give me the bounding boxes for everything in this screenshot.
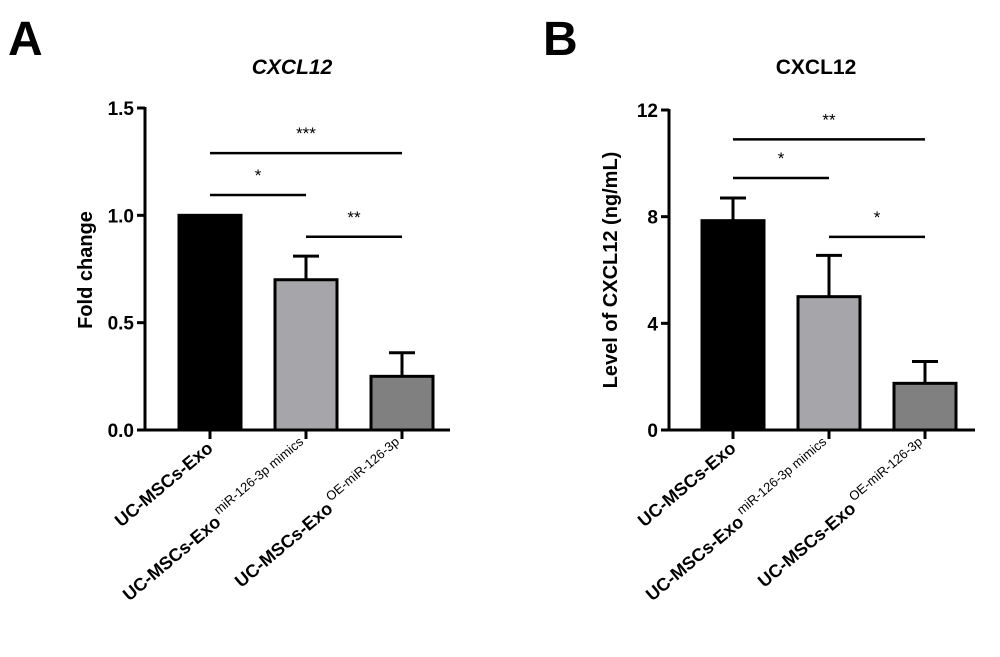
y-tick-label: 0 [647, 421, 658, 442]
bar [177, 213, 243, 432]
y-tick-label: 1.0 [108, 206, 134, 227]
x-tick-label: UC-MSCs-ExoOE-miR-126-3p [751, 434, 932, 591]
x-tick-label: UC-MSCs-Exo [111, 438, 217, 531]
significance-label: * [255, 166, 262, 185]
x-tick-label-main: UC-MSCs-Exo [754, 498, 860, 591]
x-tick-label: UC-MSCs-ExomiR-126-3p mimics [639, 434, 836, 605]
x-tick-label: UC-MSCs-ExoOE-miR-126-3p [228, 434, 409, 591]
bar [700, 219, 766, 432]
panel-a: A CXCL12 Fold change 0.0 0.5 1.0 1.5 UC-MSCs… [8, 13, 450, 605]
x-tick-label: UC-MSCs-Exo [634, 438, 740, 531]
chart-title-a: CXCL12 [252, 56, 333, 79]
significance-label: * [778, 149, 785, 168]
y-tick-label: 1.5 [108, 99, 135, 120]
y-axis-label-a: Fold change [75, 211, 97, 329]
x-tick-label-main: UC-MSCs-Exo [111, 438, 217, 531]
y-axis-label-b: Level of CXCL12 (ng/mL) [600, 152, 622, 389]
bar [796, 295, 862, 432]
y-tick-label: 8 [647, 208, 658, 229]
y-tick-label: 0.0 [108, 421, 134, 442]
x-tick-label-main: UC-MSCs-Exo [119, 512, 225, 605]
panel-label-b: B [543, 13, 578, 66]
y-tick-label: 12 [637, 101, 658, 122]
x-tick-label-main: UC-MSCs-Exo [642, 512, 748, 605]
panel-b: B CXCL12 Level of CXCL12 (ng/mL) 0 4 8 12 UC… [543, 13, 975, 605]
x-tick-label-superscript: miR-126-3p mimics [734, 434, 830, 518]
y-tick-label: 0.5 [108, 314, 135, 335]
y-tick-label: 4 [647, 314, 658, 335]
x-tick-label: UC-MSCs-ExomiR-126-3p mimics [116, 434, 313, 605]
significance-label: * [874, 208, 881, 227]
x-tick-label-superscript: miR-126-3p mimics [211, 434, 307, 518]
x-tick-label-superscript: OE-miR-126-3p [323, 434, 402, 504]
x-tick-label-superscript: OE-miR-126-3p [846, 434, 925, 504]
x-tick-label-main: UC-MSCs-Exo [634, 438, 740, 531]
significance-label: ** [822, 110, 836, 129]
x-tick-label-main: UC-MSCs-Exo [231, 498, 337, 591]
significance-label: *** [296, 124, 316, 143]
bar [369, 374, 435, 432]
bar [892, 381, 958, 432]
chart-title-b: CXCL12 [776, 56, 857, 79]
bar [273, 278, 339, 432]
significance-label: ** [347, 208, 361, 227]
panel-label-a: A [8, 13, 43, 66]
